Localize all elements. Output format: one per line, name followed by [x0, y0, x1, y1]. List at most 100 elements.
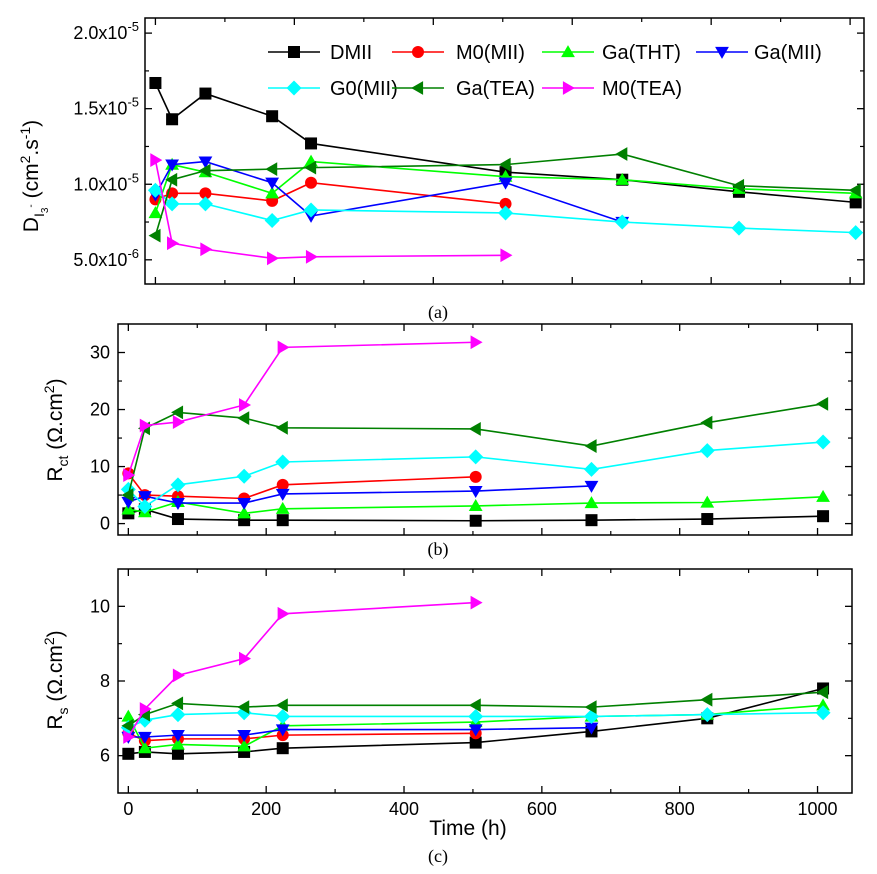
panel-label-b: (b): [428, 539, 449, 560]
axes-b: 0 10 20 30: [90, 324, 852, 535]
data-point-g0-mii: [731, 220, 747, 236]
legend-label: DMII: [330, 42, 372, 64]
x-tick-label: 600: [527, 799, 557, 819]
data-point-ga-tea: [700, 415, 713, 430]
data-point-g0-mii: [815, 705, 831, 721]
data-point-g0-mii: [164, 196, 180, 212]
data-point-dmii: [199, 87, 212, 100]
data-point-ga-tea: [498, 157, 511, 172]
legend-marker: [286, 80, 302, 96]
data-point-ga-tht: [615, 172, 630, 185]
y-tick-label: 10: [90, 596, 110, 616]
data-point-dmii: [171, 513, 184, 526]
data-point-ga-tea: [816, 685, 829, 700]
panel-b: 0 10 20 30 Rct (Ω.cm2) (b): [41, 323, 853, 560]
data-point-ga-tea: [171, 696, 184, 711]
series-layer-c: [120, 595, 831, 760]
data-point-ga-tea: [468, 698, 481, 713]
data-point-g0-mii: [264, 213, 280, 229]
data-point-ga-tea: [237, 700, 250, 715]
series-line-ga-mii: [128, 726, 592, 738]
data-point-m0-tea: [123, 730, 136, 744]
legend-marker: [288, 46, 300, 58]
data-point-ga-tht: [265, 186, 280, 199]
data-point-ga-tea: [275, 698, 288, 713]
axes-a: 5.0x10-6 1.0x10-5 1.5x10-5 2.0x10-5: [73, 18, 864, 284]
x-tick-label: 200: [251, 799, 281, 819]
data-point-dmii: [585, 514, 598, 527]
data-point-dmii: [701, 513, 714, 526]
panel-a: 5.0x10-6 1.0x10-5 1.5x10-5 2.0x10-5 DMII M0(…: [17, 17, 865, 323]
data-point-g0-mii: [275, 708, 291, 724]
legend-marker: [561, 45, 575, 58]
data-point-ga-tht: [584, 496, 599, 509]
x-tick-label: 0: [123, 799, 133, 819]
data-point-dmii: [171, 747, 184, 760]
data-point-ga-tea: [816, 396, 829, 411]
data-point-ga-tea: [304, 160, 317, 175]
y-tick-label: 5.0x10-6: [73, 246, 139, 270]
x-axis-label: Time (h): [429, 817, 506, 840]
legend-marker: [715, 46, 729, 59]
plot-frame-b: [117, 323, 853, 536]
data-point-ga-tea: [584, 439, 597, 453]
data-point-ga-tea: [265, 162, 278, 177]
data-point-ga-mii: [468, 724, 483, 737]
data-point-m0-tea: [123, 468, 136, 483]
data-point-ga-mii: [584, 480, 599, 493]
data-point-g0-mii: [614, 214, 630, 230]
y-tick-label: 10: [90, 457, 110, 477]
data-point-ga-tht: [171, 737, 185, 750]
data-point-ga-tht: [700, 495, 715, 508]
data-point-m0-tea: [139, 418, 152, 433]
data-point-g0-mii: [197, 196, 213, 212]
data-point-ga-tea: [237, 411, 250, 425]
data-point-ga-tea: [584, 700, 597, 715]
legend-label: Ga(TEA): [456, 78, 535, 100]
legend-label: Ga(MII): [754, 42, 822, 64]
legend-item-dmii: DMII: [268, 42, 372, 64]
data-point-dmii: [122, 747, 135, 760]
series-line-m0-tea: [154, 159, 506, 260]
data-point-ga-mii: [468, 485, 483, 498]
data-point-dmii: [305, 137, 318, 150]
y-tick-label: 1.0x10-5: [73, 170, 139, 194]
data-point-g0-mii: [275, 454, 291, 470]
series-ga-tea: [121, 396, 829, 502]
data-point-ga-mii: [498, 177, 513, 190]
data-point-ga-tea: [121, 718, 134, 733]
plot-frame-a: [144, 17, 865, 285]
data-point-m0-mii: [276, 478, 289, 491]
panel-c: 0 200 400 600 800 1000 6 8 10 Rs (Ω.cm2) Time (h…: [41, 568, 853, 867]
data-point-m0-tea: [267, 251, 280, 266]
data-point-m0-tea: [172, 415, 185, 429]
axes-c: 0 200 400 600 800 1000 6 8 10: [90, 569, 852, 819]
series-m0-tea: [150, 153, 513, 266]
data-point-g0-mii: [236, 468, 252, 484]
legend-item-m0-mii: M0(MII): [392, 42, 525, 64]
data-point-g0-mii: [699, 443, 715, 459]
data-point-ga-mii: [265, 177, 280, 190]
data-point-ga-mii: [171, 730, 185, 743]
data-point-ga-mii: [275, 488, 290, 501]
legend-item-ga-tea: Ga(TEA): [392, 78, 535, 100]
data-point-ga-mii: [275, 724, 290, 737]
panel-label-a: (a): [428, 302, 448, 323]
data-point-ga-mii: [584, 722, 599, 735]
data-point-ga-mii: [237, 730, 252, 743]
data-point-m0-mii: [469, 470, 482, 483]
data-point-m0-tea: [277, 606, 290, 621]
series-g0-mii: [147, 182, 864, 241]
data-point-m0-tea: [500, 248, 513, 263]
data-point-ga-mii: [198, 156, 213, 169]
data-point-dmii: [276, 514, 289, 527]
data-point-ga-mii: [137, 731, 152, 744]
y-axis-label-b: Rct (Ω.cm2): [41, 378, 71, 481]
data-point-m0-tea: [172, 668, 185, 683]
data-point-m0-mii: [499, 197, 512, 210]
data-point-ga-tea: [121, 488, 134, 502]
x-tick-label: 800: [665, 799, 695, 819]
data-point-m0-tea: [239, 651, 252, 666]
legend-item-ga-mii: Ga(MII): [696, 42, 822, 64]
series-g0-mii: [120, 705, 831, 736]
